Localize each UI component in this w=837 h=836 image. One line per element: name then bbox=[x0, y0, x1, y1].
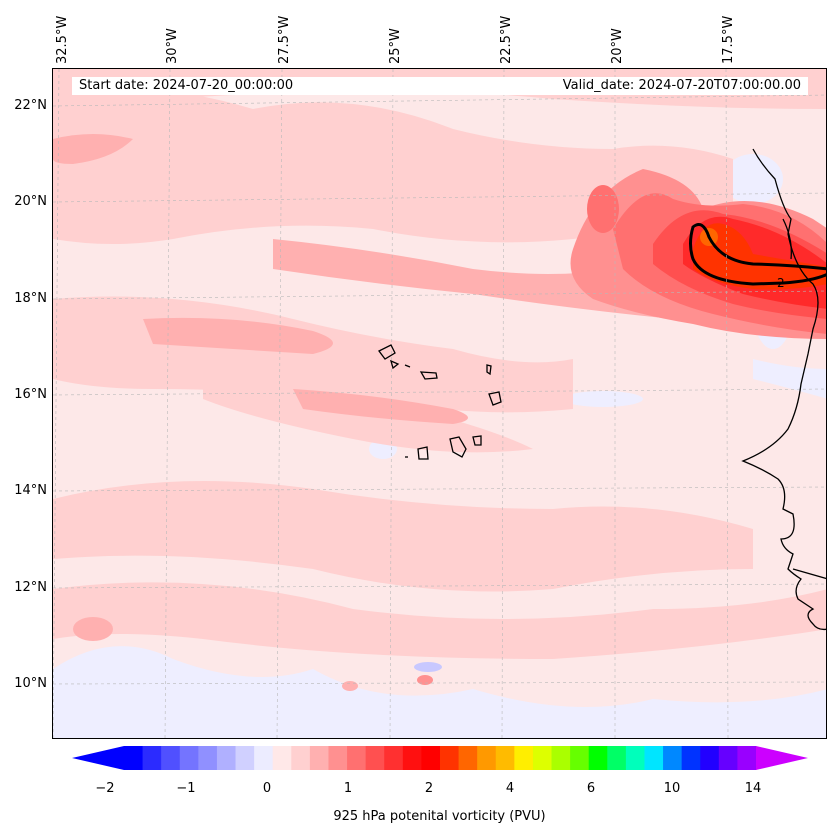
lon-label-27-5w: 27.5°W bbox=[277, 15, 292, 64]
colorbar-cell bbox=[254, 746, 274, 770]
lon-label-25w: 25°W bbox=[388, 28, 403, 64]
valid-date-label: Valid_date: 2024-07-20T07:00:00.00 bbox=[562, 78, 801, 93]
colorbar-cell bbox=[347, 746, 367, 770]
lat-label-22n: 22°N bbox=[14, 98, 47, 113]
lat-label-18n: 18°N bbox=[14, 291, 47, 306]
colorbar bbox=[72, 746, 808, 770]
colorbar-cell bbox=[179, 746, 199, 770]
map-panel[interactable]: 2 bbox=[52, 68, 827, 739]
colorbar-tick: −1 bbox=[176, 781, 196, 796]
colorbar-cell bbox=[663, 746, 683, 770]
colorbar-cell bbox=[291, 746, 311, 770]
lon-label-22-5w: 22.5°W bbox=[499, 15, 514, 64]
colorbar-cell bbox=[328, 746, 348, 770]
pv-plume-east bbox=[570, 169, 826, 339]
contour-label: 2 bbox=[777, 276, 785, 290]
colorbar-cell bbox=[235, 746, 255, 770]
colorbar-cell bbox=[495, 746, 515, 770]
colorbar-cell bbox=[737, 746, 757, 770]
colorbar-cell bbox=[625, 746, 645, 770]
colorbar-cell bbox=[681, 746, 701, 770]
map-canvas: 2 bbox=[53, 69, 826, 738]
graticule bbox=[53, 69, 826, 738]
pv-blob-south-west bbox=[342, 681, 358, 691]
colorbar-cell bbox=[477, 746, 497, 770]
start-date-label: Start date: 2024-07-20_00:00:00 bbox=[79, 78, 294, 93]
colorbar-extend-min bbox=[72, 746, 124, 770]
colorbar-cell bbox=[718, 746, 738, 770]
cape-verde-islands bbox=[378, 344, 502, 460]
colorbar-tick: −2 bbox=[95, 781, 115, 796]
colorbar-cell bbox=[142, 746, 162, 770]
colorbar-cell bbox=[421, 746, 441, 770]
lat-label-14n: 14°N bbox=[14, 483, 47, 498]
colorbar-tick: 1 bbox=[343, 781, 353, 796]
colorbar-tick: 4 bbox=[505, 781, 515, 796]
colorbar-label: 925 hPa potenital vorticity (PVU) bbox=[333, 809, 546, 824]
lon-label-32-5w: 32.5°W bbox=[55, 15, 70, 64]
lat-label-20n: 20°N bbox=[14, 194, 47, 209]
colorbar-extend-max bbox=[756, 746, 808, 770]
colorbar-cell bbox=[272, 746, 292, 770]
colorbar-cell bbox=[216, 746, 237, 770]
colorbar-cell bbox=[161, 746, 181, 770]
colorbar-cell bbox=[644, 746, 664, 770]
colorbar-cell bbox=[124, 746, 144, 770]
lat-label-12n: 12°N bbox=[14, 580, 47, 595]
colorbar-tick: 0 bbox=[262, 781, 272, 796]
colorbar-cells bbox=[124, 746, 757, 770]
colorbar-cell bbox=[551, 746, 571, 770]
lat-label-16n: 16°N bbox=[14, 387, 47, 402]
colorbar-cell bbox=[570, 746, 590, 770]
colorbar-cell bbox=[458, 746, 478, 770]
lon-label-20w: 20°W bbox=[610, 28, 625, 64]
colorbar-cell bbox=[365, 746, 385, 770]
colorbar-cell bbox=[402, 746, 422, 770]
blue-patch-south bbox=[414, 662, 442, 672]
colorbar-cell bbox=[607, 746, 627, 770]
info-bar: Start date: 2024-07-20_00:00:00 Valid_da… bbox=[72, 77, 808, 95]
colorbar-tick: 10 bbox=[663, 781, 681, 796]
lat-label-10n: 10°N bbox=[14, 676, 47, 691]
colorbar-cell bbox=[384, 746, 404, 770]
colorbar-tick: 2 bbox=[424, 781, 434, 796]
lon-label-30w: 30°W bbox=[165, 28, 180, 64]
coastline bbox=[741, 148, 826, 631]
colorbar-tick: 6 bbox=[586, 781, 596, 796]
colorbar-cell bbox=[514, 746, 534, 770]
lon-label-17-5w: 17.5°W bbox=[721, 15, 736, 64]
colorbar-cell bbox=[198, 746, 218, 770]
colorbar-cell bbox=[588, 746, 608, 770]
pv-contour-2 bbox=[689, 223, 826, 286]
colorbar-tick: 14 bbox=[744, 781, 762, 796]
colorbar-cell bbox=[700, 746, 720, 770]
pv-blob-south bbox=[417, 675, 433, 685]
colorbar-cell bbox=[440, 746, 460, 770]
colorbar-cell bbox=[532, 746, 553, 770]
colorbar-cell bbox=[309, 746, 329, 770]
